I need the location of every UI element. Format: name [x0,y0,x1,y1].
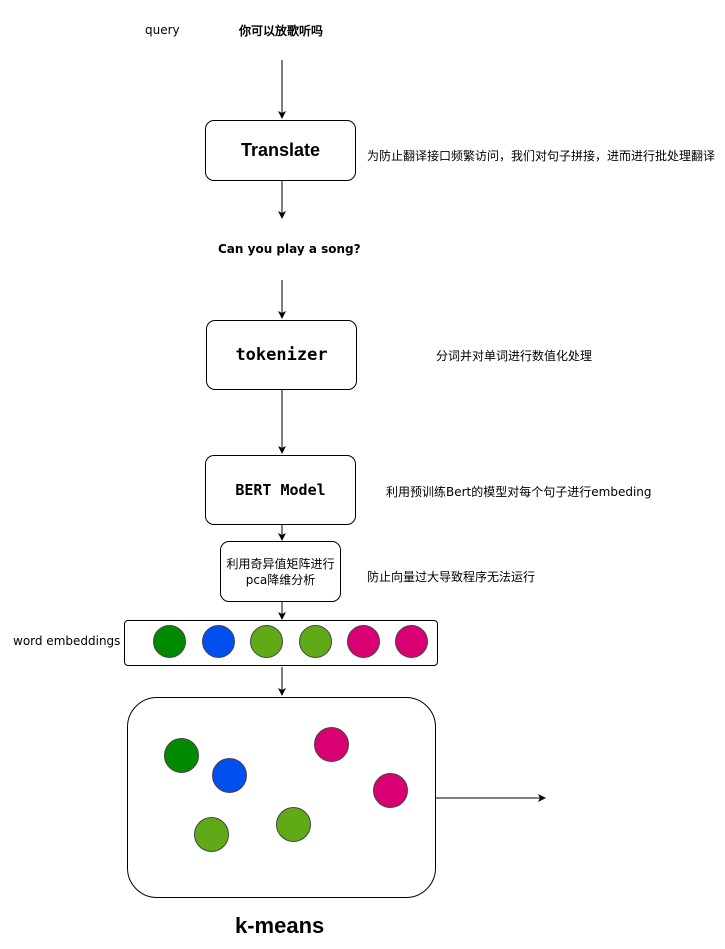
kmeans-title: k-means [235,913,325,938]
bert-note: 利用预训练Bert的模型对每个句子进行embeding [386,485,652,499]
translate-box: Translate [205,120,356,181]
embeddings-label: word embeddings [13,634,121,648]
tokenizer-title: tokenizer [235,345,328,365]
kmeans-dot-magenta-2 [373,773,408,808]
translate-title: Translate [240,140,321,160]
embedding-dot-4 [299,625,332,658]
pca-box: 利用奇异值矩阵进行 pca降维分析 [220,541,341,602]
kmeans-dot-lightgreen-2 [276,807,311,842]
translate-note: 为防止翻译接口频繁访问，我们对句子拼接，进而进行批处理翻译 [367,149,716,163]
embedding-dot-2 [202,625,235,658]
embedding-dot-3 [250,625,283,658]
query-text: 你可以放歌听吗 [239,24,324,38]
kmeans-dot-lightgreen-1 [194,817,229,852]
pca-line-2: pca降维分析 [245,572,316,587]
embedding-dot-6 [395,625,428,658]
embedding-dot-5 [347,625,380,658]
bert-box: BERT Model [205,455,356,525]
embedding-dot-1 [153,625,186,658]
kmeans-dot-blue [212,758,247,793]
pca-line-1: 利用奇异值矩阵进行 [226,556,335,571]
kmeans-dot-magenta-1 [314,727,349,762]
bert-title: BERT Model [235,481,326,499]
kmeans-dot-green [164,738,199,773]
tokenizer-box: tokenizer [206,320,357,390]
tokenizer-note: 分词并对单词进行数值化处理 [436,349,593,363]
query-label: query [145,23,180,37]
translated-sentence: Can you play a song? [218,242,361,256]
pca-note: 防止向量过大导致程序无法运行 [367,570,536,584]
